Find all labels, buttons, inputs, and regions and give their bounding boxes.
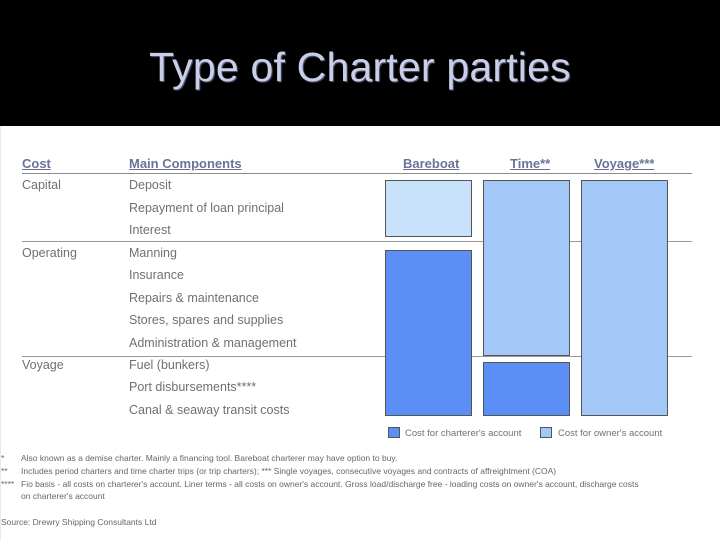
component-deposit: Deposit <box>129 178 172 192</box>
source-note: Source: Drewry Shipping Consultants Ltd <box>1 517 157 527</box>
header-voyage: Voyage*** <box>594 156 655 171</box>
slide-title: Type of Charter parties <box>149 44 571 90</box>
voyage-all-owner-block <box>581 180 668 416</box>
group-divider-capital-operating <box>22 241 692 242</box>
footnote-2-mark: ** <box>1 466 8 476</box>
footnote-3-continued: on charterer's account <box>21 491 105 501</box>
footnote-3-mark: **** <box>1 479 15 489</box>
group-divider-operating-voyage <box>22 356 692 357</box>
footnote-2: Includes period charters and time charte… <box>21 466 557 476</box>
cost-operating: Operating <box>22 246 77 260</box>
cost-voyage: Voyage <box>22 358 64 372</box>
component-fuel: Fuel (bunkers) <box>129 358 210 372</box>
header-main-components: Main Components <box>129 156 242 171</box>
legend-charterer-swatch <box>388 427 400 438</box>
footnote-1: Also known as a demise charter. Mainly a… <box>21 453 398 463</box>
header-bareboat: Bareboat <box>403 156 460 171</box>
bareboat-operating-voyage-charterer-block <box>385 250 472 416</box>
component-repayment: Repayment of loan principal <box>129 201 284 215</box>
slide-content: Cost Main Components Bareboat Time** Voy… <box>0 126 720 540</box>
bareboat-capital-owner-block <box>385 180 472 237</box>
legend-charterer-label: Cost for charterer's account <box>405 428 522 439</box>
component-manning: Manning <box>129 246 177 260</box>
time-voyage-charterer-block <box>483 362 570 416</box>
title-bar: Type of Charter parties <box>0 0 720 126</box>
header-time: Time** <box>510 156 551 171</box>
component-administration: Administration & management <box>129 336 297 350</box>
component-interest: Interest <box>129 223 171 237</box>
header-rule <box>22 173 692 174</box>
footnote-3: Fio basis - all costs on charterer's acc… <box>21 479 639 489</box>
component-insurance: Insurance <box>129 268 184 282</box>
left-border <box>0 126 9 540</box>
legend-owner-label: Cost for owner's account <box>558 428 663 439</box>
header-cost: Cost <box>22 156 51 171</box>
component-repairs: Repairs & maintenance <box>129 291 259 305</box>
time-capital-operating-owner-block <box>483 180 570 356</box>
component-port-disbursements: Port disbursements**** <box>129 380 257 394</box>
legend-owner-swatch <box>540 427 552 438</box>
cost-capital: Capital <box>22 178 61 192</box>
component-stores: Stores, spares and supplies <box>129 313 284 327</box>
footnote-1-mark: * <box>1 453 5 463</box>
component-canal-transit: Canal & seaway transit costs <box>129 403 290 417</box>
